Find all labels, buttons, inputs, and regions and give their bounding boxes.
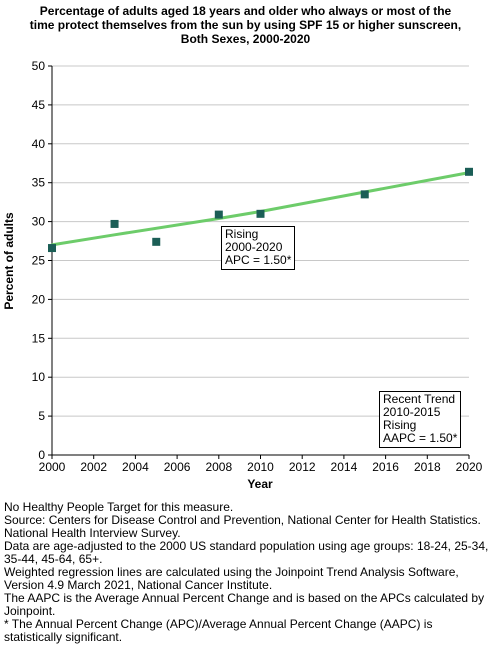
y-tick-label: 45 (32, 98, 46, 112)
regression-line (50, 171, 471, 247)
x-tick-label: 2006 (164, 460, 191, 474)
data-point (110, 219, 119, 228)
trend-annotation-line-2: 2000-2020 (225, 240, 283, 254)
x-tick-label: 2018 (414, 460, 441, 474)
footnote: Weighted regression lines are calculated… (4, 565, 459, 592)
trend-annotation-line-1: Rising (225, 227, 259, 241)
recent-trend-line-2: 2010-2015 (383, 405, 441, 419)
x-tick-label: 2016 (372, 460, 399, 474)
axes: 0 5 10 15 20 25 30 35 40 45 50 2000 2002 2004 2006 2008… (32, 59, 483, 474)
data-point (48, 244, 56, 253)
recent-trend-line-4: AAPC = 1.50* (383, 431, 458, 445)
footnotes: No Healthy People Target for this measur… (4, 501, 490, 644)
y-tick-label: 50 (32, 59, 46, 73)
chart-title-line-1: Percentage of adults aged 18 years and o… (39, 4, 452, 18)
data-point (360, 190, 369, 199)
y-tick-label: 10 (32, 370, 46, 384)
footnote: Data are age-adjusted to the 2000 US sta… (4, 539, 489, 566)
y-tick-label: 35 (32, 176, 46, 190)
data-point (152, 237, 161, 246)
footnote: Source: Centers for Disease Control and … (4, 513, 481, 540)
recent-trend-annotation-box: Recent Trend 2010-2015 Rising AAPC = 1.5… (379, 391, 462, 448)
chart-title: Percentage of adults aged 18 years and o… (0, 4, 491, 46)
y-tick-label: 15 (32, 331, 46, 345)
trend-annotation-line-3: APC = 1.50* (225, 253, 292, 267)
footnote: No Healthy People Target for this measur… (4, 500, 234, 514)
x-tick-label: 2004 (122, 460, 149, 474)
footnote: The AAPC is the Average Annual Percent C… (4, 591, 485, 618)
x-tick-label: 2002 (80, 460, 107, 474)
y-tick-label: 20 (32, 292, 46, 306)
x-tick-label: 2000 (39, 460, 66, 474)
x-axis-label: Year (247, 477, 273, 491)
data-point (214, 210, 223, 219)
chart-plot: 0 5 10 15 20 25 30 35 40 45 50 2000 2002 2004 2006 2008… (2, 59, 483, 491)
chart-title-line-2: time protect themselves from the sun by … (29, 18, 462, 32)
gridlines (52, 65, 469, 417)
x-tick-label: 2020 (456, 460, 483, 474)
y-tick-label: 40 (32, 137, 46, 151)
recent-trend-line-1: Recent Trend (383, 392, 456, 406)
y-tick-label: 5 (38, 409, 45, 423)
y-tick-label: 30 (32, 215, 46, 229)
data-point (465, 167, 473, 176)
footnote: * The Annual Percent Change (APC)/Averag… (4, 617, 433, 644)
y-tick-label: 25 (32, 254, 46, 268)
data-point (256, 209, 265, 218)
series-layer (48, 167, 473, 253)
y-tick-label: 0 (38, 448, 45, 462)
chart-title-line-3: Both Sexes, 2000-2020 (180, 32, 311, 46)
x-tick-label: 2012 (289, 460, 316, 474)
x-tick-label: 2014 (331, 460, 358, 474)
trend-annotation-box: Rising 2000-2020 APC = 1.50* (221, 226, 296, 270)
x-tick-label: 2008 (205, 460, 232, 474)
recent-trend-line-3: Rising (383, 418, 417, 432)
y-axis-label: Percent of adults (2, 212, 16, 310)
x-tick-label: 2010 (247, 460, 274, 474)
